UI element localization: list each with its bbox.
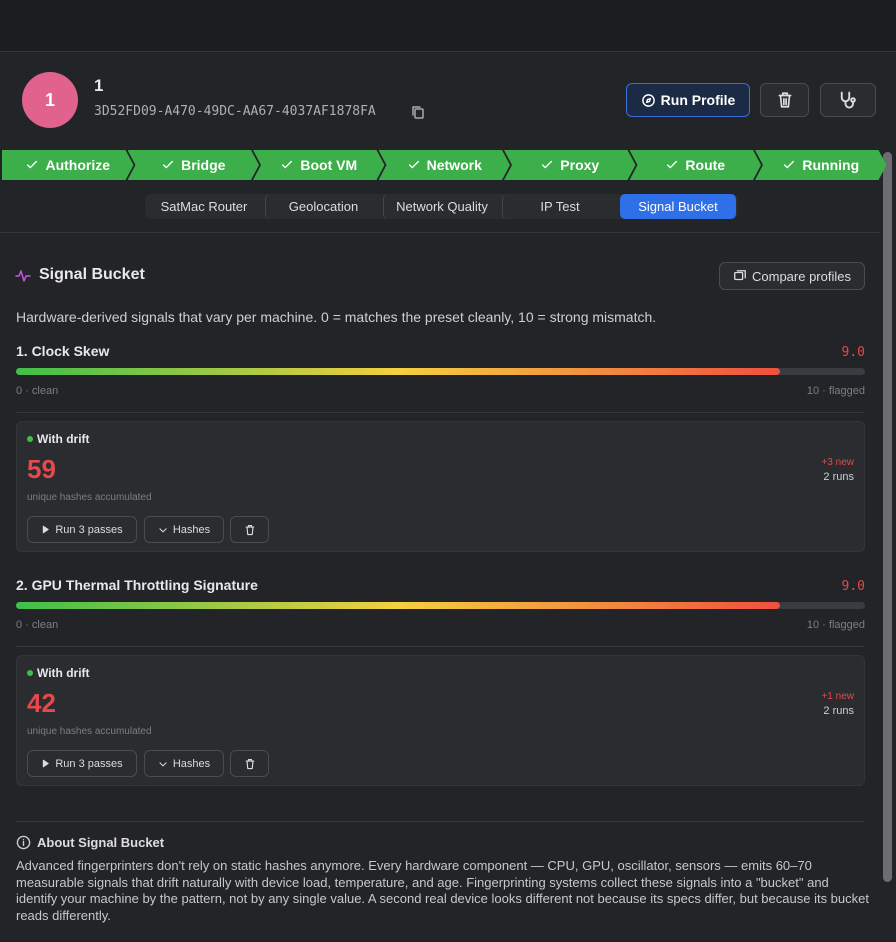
trash-icon <box>776 91 794 109</box>
run-passes-button[interactable]: Run 3 passes <box>27 516 137 543</box>
signal-score: 9.0 <box>841 345 865 360</box>
step-label: Network <box>426 157 482 173</box>
copy-icon <box>410 104 426 120</box>
step: Route <box>630 150 762 180</box>
hash-count: 42 <box>27 688 56 718</box>
scrollbar-thumb[interactable] <box>883 152 892 882</box>
chevron-icon <box>158 759 168 769</box>
section-description: Hardware-derived signals that vary per m… <box>16 309 657 325</box>
new-count: +1 new <box>821 691 854 702</box>
tab[interactable]: SatMac Router <box>160 199 248 214</box>
step: Bridge <box>128 150 260 180</box>
score-fill <box>16 602 781 609</box>
check-icon <box>25 158 39 172</box>
tab[interactable]: Geolocation <box>265 194 381 219</box>
drift-card: With drift 59 unique hashes accumulated +3 … <box>16 421 865 552</box>
scale-max-label: 10 · flagged <box>806 385 865 397</box>
step-label: Route <box>685 157 726 173</box>
profile-name: 1 <box>94 76 104 95</box>
diagnose-button[interactable] <box>820 83 876 117</box>
status-dot <box>27 436 33 442</box>
step: Proxy <box>504 150 636 180</box>
status-dot <box>27 670 33 676</box>
drift-label: With drift <box>37 432 90 446</box>
step-label: Bridge <box>181 157 226 173</box>
step: Running <box>755 150 887 180</box>
step: Boot VM <box>253 150 385 180</box>
tab[interactable]: Network Quality <box>383 194 500 219</box>
check-icon <box>280 158 294 172</box>
pulse-icon <box>15 268 31 284</box>
run-passes-label: Run 3 passes <box>55 523 123 536</box>
hashes-button[interactable]: Hashes <box>144 750 224 777</box>
check-icon <box>782 158 796 172</box>
profile-id: 3D52FD09-A470-49DC-AA67-4037AF1878FA <box>94 104 376 119</box>
step-label: Authorize <box>45 157 111 173</box>
top-bar <box>0 0 896 52</box>
divider <box>16 412 865 413</box>
trash-icon <box>244 524 256 536</box>
info-icon <box>16 835 31 850</box>
run-passes-label: Run 3 passes <box>55 757 123 770</box>
check-icon <box>407 158 421 172</box>
new-count: +3 new <box>821 457 854 468</box>
divider <box>16 646 865 647</box>
step: Authorize <box>2 150 134 180</box>
stethoscope-icon <box>838 90 858 110</box>
play-icon <box>41 525 50 534</box>
scale-min-label: 0 · clean <box>16 385 59 397</box>
hash-caption: unique hashes accumulated <box>27 726 152 737</box>
delete-button[interactable] <box>760 83 809 117</box>
scale-min-label: 0 · clean <box>16 619 59 631</box>
divider <box>16 821 865 822</box>
clear-button[interactable] <box>230 516 269 543</box>
about-text: Advanced fingerprinters don't rely on st… <box>16 858 869 923</box>
hash-caption: unique hashes accumulated <box>27 492 152 503</box>
trash-icon <box>244 758 256 770</box>
clear-button[interactable] <box>230 750 269 777</box>
run-passes-button[interactable]: Run 3 passes <box>27 750 137 777</box>
step: Network <box>379 150 511 180</box>
run-profile-button[interactable]: Run Profile <box>626 83 750 117</box>
step-label: Running <box>802 157 860 173</box>
play-icon <box>41 759 50 768</box>
score-fill <box>16 368 781 375</box>
compare-icon <box>733 269 747 283</box>
compare-label: Compare profiles <box>752 268 851 284</box>
tab[interactable]: Signal Bucket <box>620 194 736 219</box>
step-label: Proxy <box>560 157 600 173</box>
signal-score: 9.0 <box>841 579 865 594</box>
section-title: Signal Bucket <box>39 266 145 283</box>
step-label: Boot VM <box>300 157 358 173</box>
hashes-label: Hashes <box>172 757 211 770</box>
run-count: 2 runs <box>823 705 854 717</box>
check-icon <box>665 158 679 172</box>
drift-card: With drift 42 unique hashes accumulated +1 … <box>16 655 865 786</box>
check-icon <box>540 158 554 172</box>
avatar: 1 <box>22 72 78 128</box>
hashes-button[interactable]: Hashes <box>144 516 224 543</box>
about-title: About Signal Bucket <box>37 835 165 850</box>
divider <box>0 232 880 233</box>
signal-name: 2. GPU Thermal Throttling Signature <box>16 577 258 593</box>
hash-count: 59 <box>27 454 56 484</box>
check-icon <box>161 158 175 172</box>
signal-name: 1. Clock Skew <box>16 343 110 359</box>
drift-label: With drift <box>37 666 90 680</box>
compass-icon <box>641 93 656 108</box>
hashes-label: Hashes <box>172 523 211 536</box>
chevron-icon <box>158 525 168 535</box>
run-count: 2 runs <box>823 471 854 483</box>
run-profile-label: Run Profile <box>660 92 736 108</box>
compare-button[interactable]: Compare profiles <box>719 262 865 290</box>
scale-max-label: 10 · flagged <box>806 619 865 631</box>
tab[interactable]: IP Test <box>502 194 617 219</box>
